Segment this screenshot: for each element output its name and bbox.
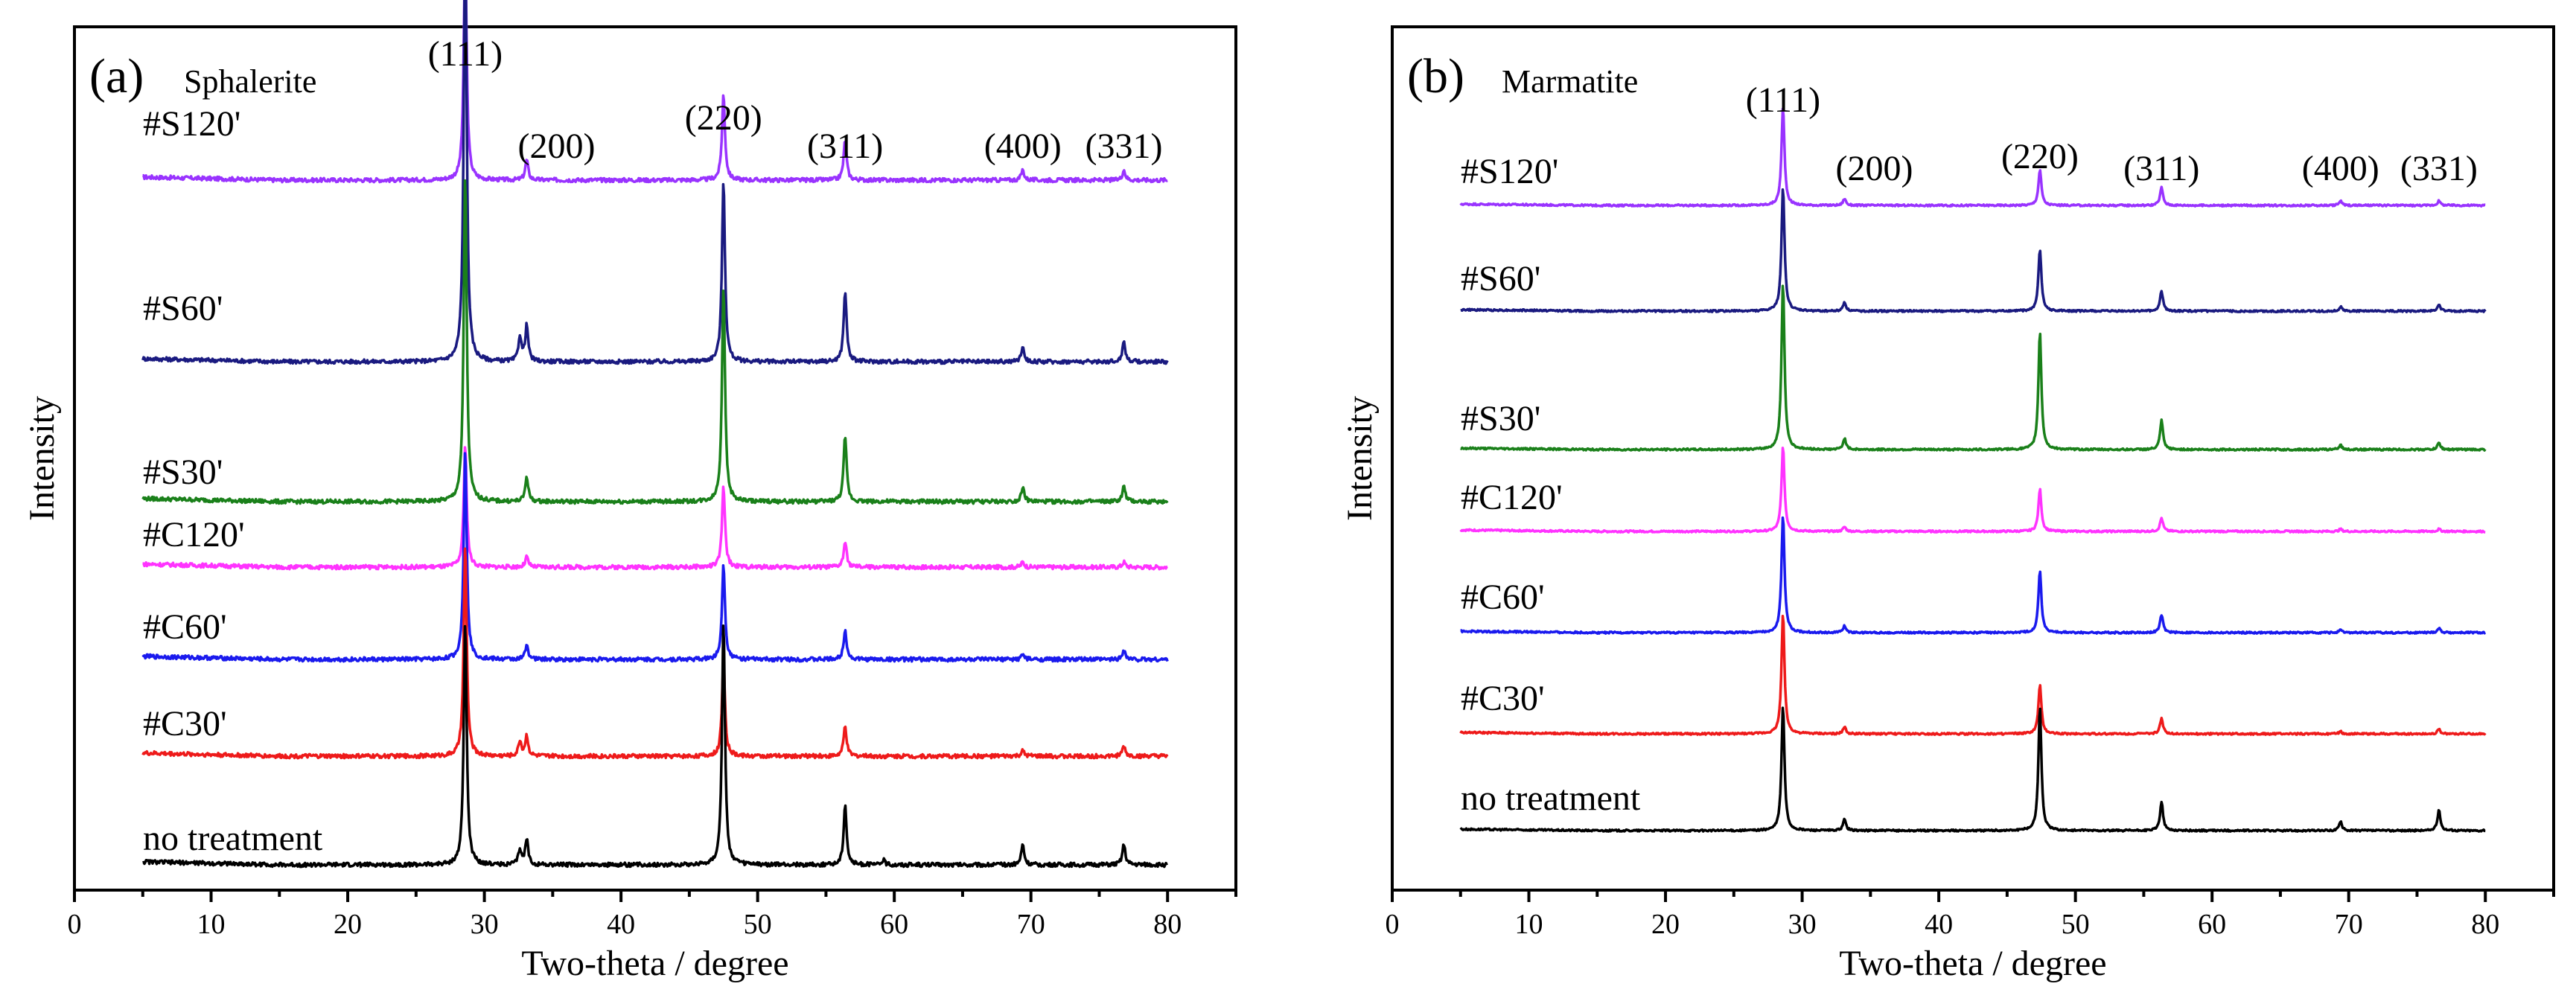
peak-label: (311) bbox=[807, 127, 883, 166]
trace-line bbox=[142, 0, 1168, 184]
x-axis-a: 0 10 20 30 40 50 60 70 80 bbox=[68, 890, 1237, 940]
x-axis-label-a: Two-theta / degree bbox=[521, 944, 788, 983]
trace-label: #C30' bbox=[143, 704, 227, 744]
mineral-title-b: Marmatite bbox=[1502, 63, 1638, 100]
trace-label: #S60' bbox=[1461, 259, 1540, 298]
trace-line bbox=[1459, 447, 2486, 534]
trace-label: #C60' bbox=[143, 607, 227, 647]
panel-marmatite: 0 10 20 30 40 50 60 70 80 #S120' #S60' #S30' #C120'… bbox=[1340, 25, 2555, 983]
peak-label: (200) bbox=[517, 127, 595, 166]
y-axis-label-b: Intensity bbox=[1340, 396, 1380, 521]
panel-label-b: (b) bbox=[1407, 49, 1464, 103]
trace-line bbox=[141, 0, 1169, 365]
peak-label: (111) bbox=[428, 34, 503, 74]
trace-line bbox=[1459, 615, 2487, 736]
peak-label: (200) bbox=[1835, 149, 1913, 188]
peak-label: (400) bbox=[2302, 149, 2379, 188]
x-tick-label: 20 bbox=[1651, 909, 1680, 940]
trace-label: #S120' bbox=[1461, 152, 1558, 191]
trace-label: #S120' bbox=[143, 104, 240, 144]
trace-label: #C120' bbox=[143, 515, 245, 554]
x-tick-label: 0 bbox=[68, 909, 82, 940]
x-tick-label: 60 bbox=[2198, 909, 2226, 940]
panel-label-a: (a) bbox=[89, 49, 144, 103]
x-tick-label: 70 bbox=[2335, 909, 2363, 940]
trace-label: #S30' bbox=[1461, 399, 1540, 438]
plot-frame-a bbox=[73, 25, 1237, 892]
x-tick-label: 80 bbox=[1153, 909, 1182, 940]
trace-label: #C120' bbox=[1461, 478, 1563, 517]
peak-label: (220) bbox=[685, 98, 762, 138]
trace-label: #S30' bbox=[143, 453, 223, 492]
trace-line bbox=[141, 179, 1169, 505]
x-tick-label: 30 bbox=[1788, 909, 1817, 940]
trace-label: no treatment bbox=[1461, 778, 1641, 818]
x-tick-label: 70 bbox=[1017, 909, 1045, 940]
x-tick-label: 40 bbox=[607, 909, 635, 940]
panel-sphalerite: 0 10 20 30 40 50 60 70 80 #S120' #S60' #S30' #C120'… bbox=[22, 0, 1237, 983]
trace-label: #C30' bbox=[1461, 679, 1545, 718]
trace-labels-b: #S120' #S60' #S30' #C120' #C60' #C30' no treat… bbox=[1461, 152, 1641, 818]
mineral-title-a: Sphalerite bbox=[184, 63, 316, 100]
x-tick-label: 10 bbox=[197, 909, 226, 940]
peak-label: (311) bbox=[2123, 149, 2199, 188]
trace-line bbox=[1459, 107, 2486, 208]
x-tick-label: 50 bbox=[744, 909, 772, 940]
x-tick-label: 80 bbox=[2471, 909, 2499, 940]
trace-line bbox=[142, 624, 1168, 869]
trace-labels-a: #S120' #S60' #S30' #C120' #C60' #C30' no treat… bbox=[143, 104, 323, 858]
trace-line bbox=[141, 547, 1169, 760]
trace-label: #C60' bbox=[1461, 578, 1545, 617]
trace-line bbox=[1460, 284, 2487, 452]
trace-label: #S60' bbox=[143, 289, 223, 328]
peak-labels-a: (111) (200) (220) (311) (400) (331) bbox=[428, 34, 1163, 166]
trace-line bbox=[1459, 706, 2486, 833]
traces-b bbox=[1459, 107, 2487, 833]
trace-line bbox=[142, 446, 1168, 571]
x-tick-label: 0 bbox=[1386, 909, 1400, 940]
x-tick-label: 30 bbox=[471, 909, 499, 940]
x-tick-label: 50 bbox=[2062, 909, 2090, 940]
x-axis-b: 0 10 20 30 40 50 60 70 80 bbox=[1386, 890, 2555, 940]
peak-label: (400) bbox=[984, 127, 1062, 166]
traces-a bbox=[141, 0, 1169, 869]
trace-line bbox=[1460, 188, 2487, 313]
trace-label: no treatment bbox=[143, 819, 323, 858]
y-axis-label-a: Intensity bbox=[22, 396, 62, 521]
peak-label: (111) bbox=[1746, 80, 1820, 120]
trace-line bbox=[1460, 516, 2487, 635]
trace-line bbox=[141, 452, 1169, 663]
x-tick-label: 60 bbox=[880, 909, 908, 940]
peak-label: (331) bbox=[1085, 127, 1163, 166]
x-axis-label-b: Two-theta / degree bbox=[1839, 944, 2106, 983]
x-tick-label: 10 bbox=[1515, 909, 1543, 940]
peak-label: (220) bbox=[2001, 137, 2079, 176]
x-tick-label: 20 bbox=[334, 909, 362, 940]
plot-frame-b bbox=[1391, 25, 2555, 892]
peak-label: (331) bbox=[2400, 149, 2478, 188]
peak-labels-b: (111) (200) (220) (311) (400) (331) bbox=[1746, 80, 2478, 188]
x-tick-label: 40 bbox=[1925, 909, 1953, 940]
